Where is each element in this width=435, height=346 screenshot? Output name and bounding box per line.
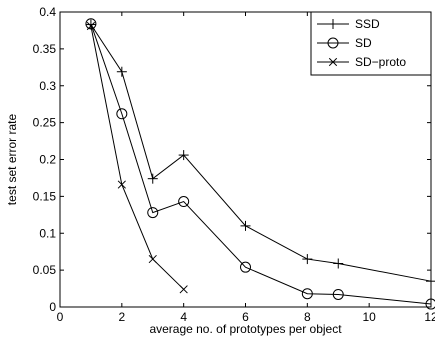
circle-marker xyxy=(85,18,97,30)
plus-marker xyxy=(116,66,127,77)
y-tick-label: 0.35 xyxy=(33,42,57,56)
legend-label-sd: SD xyxy=(355,36,372,50)
x-tick-label: 12 xyxy=(424,310,435,324)
circle-marker xyxy=(425,298,435,310)
cross-marker-b xyxy=(328,57,338,67)
x-tick-label: 8 xyxy=(304,310,311,324)
plus-marker xyxy=(178,150,189,161)
cross-marker xyxy=(179,285,188,294)
circle-marker xyxy=(116,108,128,120)
cross-marker xyxy=(86,21,96,31)
plus-marker xyxy=(333,258,344,269)
plus-marker xyxy=(328,19,338,29)
x-axis-ticks: 0 2 4 6 8 10 12 xyxy=(57,12,435,324)
circle-marker xyxy=(301,288,313,300)
legend-entry-ssd: SSD xyxy=(317,17,380,31)
x-tick-label: 2 xyxy=(118,310,125,324)
plus-marker xyxy=(147,173,158,184)
circle-marker xyxy=(327,37,339,49)
circle-marker xyxy=(147,207,159,219)
y-tick-label: 0 xyxy=(49,300,56,314)
x-tick-label: 4 xyxy=(180,310,187,324)
plus-marker xyxy=(240,220,251,231)
x-tick-label: 6 xyxy=(242,310,249,324)
series-sd-proto xyxy=(86,21,188,294)
cross-marker xyxy=(328,57,338,67)
y-tick-label: 0.4 xyxy=(39,5,56,19)
series-sd xyxy=(85,18,435,310)
cross-marker-b xyxy=(86,21,96,31)
circle-marker xyxy=(332,288,344,300)
series-line-sd-proto xyxy=(90,25,185,290)
cross-marker xyxy=(117,180,126,189)
y-tick-label: 0.1 xyxy=(39,226,56,240)
legend-entry-sd-proto: SD−proto xyxy=(317,55,406,69)
cross-marker-b xyxy=(179,285,188,294)
y-axis-ticks: 0 0.05 0.1 0.15 0.2 0.25 0.3 0.35 0.4 xyxy=(33,5,431,314)
x-axis-label: average no. of prototypes per object xyxy=(149,322,342,336)
circle-marker xyxy=(178,196,190,208)
legend-label-ssd: SSD xyxy=(355,17,380,31)
y-tick-label: 0.15 xyxy=(33,189,57,203)
y-tick-label: 0.05 xyxy=(33,263,57,277)
y-tick-label: 0.2 xyxy=(39,153,56,167)
y-tick-label: 0.3 xyxy=(39,79,56,93)
legend-label-sd-proto: SD−proto xyxy=(355,55,406,69)
x-tick-label: 0 xyxy=(57,310,64,324)
legend-entry-sd: SD xyxy=(317,36,372,50)
cross-marker-b xyxy=(148,254,157,264)
legend: SSD SD SD−proto xyxy=(310,11,432,76)
y-tick-label: 0.25 xyxy=(33,116,57,130)
cross-marker-b xyxy=(117,180,126,189)
series-line-ssd xyxy=(90,24,432,282)
series-layer xyxy=(85,18,435,310)
x-tick-label: 10 xyxy=(362,310,376,324)
y-axis-label: test set error rate xyxy=(5,113,19,205)
plus-marker xyxy=(302,254,313,265)
plus-marker xyxy=(426,276,435,287)
circle-marker xyxy=(240,261,251,273)
cross-marker xyxy=(148,254,157,264)
